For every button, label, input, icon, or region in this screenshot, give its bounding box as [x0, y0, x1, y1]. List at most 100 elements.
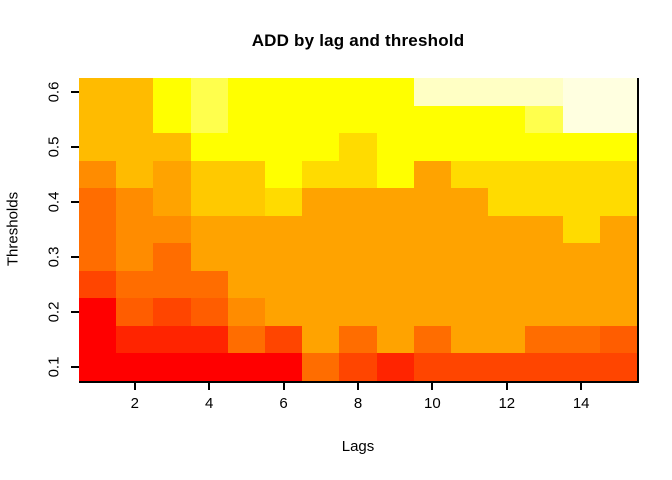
heatmap-cell	[413, 270, 451, 299]
heatmap-cell	[488, 325, 526, 354]
heatmap-cell	[190, 133, 228, 161]
x-tick-mark	[282, 383, 285, 390]
heatmap-cell	[339, 353, 377, 381]
heatmap-cell	[79, 105, 117, 134]
heatmap-cell	[227, 188, 265, 216]
heatmap-cell	[488, 133, 526, 161]
heatmap-cell	[153, 325, 191, 354]
y-tick-mark	[71, 145, 79, 148]
heatmap-cell	[227, 353, 265, 381]
heatmap-cell	[599, 188, 637, 216]
x-tick-label: 10	[424, 395, 441, 412]
y-tick-mark	[71, 256, 79, 259]
heatmap-cell	[599, 243, 637, 271]
heatmap-cell	[116, 353, 154, 381]
x-tick-mark	[431, 383, 434, 390]
y-tick-label: 0.2	[45, 301, 63, 323]
heatmap-cell	[153, 160, 191, 189]
heatmap-cell	[302, 160, 340, 189]
heatmap-cell	[562, 133, 600, 161]
heatmap-cell	[79, 215, 117, 244]
heatmap-cell	[190, 160, 228, 189]
heatmap-cell	[302, 270, 340, 299]
heatmap-cell	[190, 78, 228, 106]
heatmap-plot	[79, 78, 639, 383]
heatmap-cell	[302, 215, 340, 244]
heatmap-cell	[376, 243, 414, 271]
y-tick-label: 0.1	[45, 356, 63, 378]
heatmap-cell	[376, 215, 414, 244]
heatmap-cell	[413, 325, 451, 354]
x-axis-label: Lags	[341, 438, 375, 455]
heatmap-cell	[190, 353, 228, 381]
y-tick-mark	[71, 366, 79, 369]
heatmap-cell	[79, 353, 117, 381]
heatmap-cell	[562, 325, 600, 354]
heatmap-cell	[79, 325, 117, 354]
chart-title: ADD by lag and threshold	[251, 31, 465, 50]
heatmap-cell	[265, 243, 303, 271]
heatmap-cell	[79, 188, 117, 216]
heatmap-cell	[525, 160, 563, 189]
heatmap-cell	[116, 133, 154, 161]
heatmap-cell	[302, 325, 340, 354]
heatmap-cell	[116, 188, 154, 216]
heatmap-cell	[190, 188, 228, 216]
heatmap-cell	[376, 160, 414, 189]
heatmap-cell	[413, 105, 451, 134]
heatmap-cell	[376, 188, 414, 216]
x-tick-label: 2	[130, 395, 139, 412]
heatmap-cell	[488, 243, 526, 271]
heatmap-cell	[190, 215, 228, 244]
x-tick-label: 12	[498, 395, 516, 412]
heatmap-cell	[413, 188, 451, 216]
heatmap-cell	[599, 298, 637, 326]
y-tick-label: 0.5	[45, 136, 63, 158]
heatmap-cell	[376, 325, 414, 354]
heatmap-cell	[339, 215, 377, 244]
y-tick-mark	[71, 311, 79, 314]
heatmap-cell	[116, 270, 154, 299]
heatmap-cell	[302, 188, 340, 216]
heatmap-cell	[265, 133, 303, 161]
heatmap-cell	[599, 353, 637, 381]
heatmap-cell	[525, 325, 563, 354]
heatmap-cell	[562, 160, 600, 189]
heatmap-cell	[79, 243, 117, 271]
heatmap-cell	[488, 270, 526, 299]
heatmap-cell	[376, 270, 414, 299]
heatmap-cell	[488, 353, 526, 381]
heatmap-cell	[599, 78, 637, 106]
heatmap-cell	[265, 325, 303, 354]
heatmap-cell	[265, 270, 303, 299]
heatmap-cell	[302, 298, 340, 326]
heatmap-cell	[190, 325, 228, 354]
heatmap-cell	[227, 270, 265, 299]
heatmap-cell	[376, 105, 414, 134]
heatmap-cell	[451, 243, 489, 271]
heatmap-cell	[562, 243, 600, 271]
heatmap-cell	[413, 243, 451, 271]
heatmap-cell	[488, 188, 526, 216]
heatmap-cell	[525, 133, 563, 161]
heatmap-cell	[376, 353, 414, 381]
y-axis-label: Thresholds	[4, 191, 22, 267]
heatmap-cell	[79, 298, 117, 326]
heatmap-cell	[339, 105, 377, 134]
heatmap-cell	[451, 160, 489, 189]
y-tick-label: 0.4	[45, 191, 63, 213]
heatmap-cell	[265, 298, 303, 326]
heatmap-cell	[116, 325, 154, 354]
heatmap-cell	[265, 160, 303, 189]
heatmap-cell	[227, 298, 265, 326]
heatmap-cell	[339, 325, 377, 354]
y-tick-mark	[71, 200, 79, 203]
heatmap-cell	[190, 105, 228, 134]
x-tick-label: 4	[205, 395, 214, 412]
heatmap-cell	[227, 133, 265, 161]
x-tick-mark	[580, 383, 583, 390]
heatmap-cell	[525, 298, 563, 326]
heatmap-cell	[376, 133, 414, 161]
heatmap-cell	[562, 215, 600, 244]
x-tick-label: 6	[279, 395, 288, 412]
